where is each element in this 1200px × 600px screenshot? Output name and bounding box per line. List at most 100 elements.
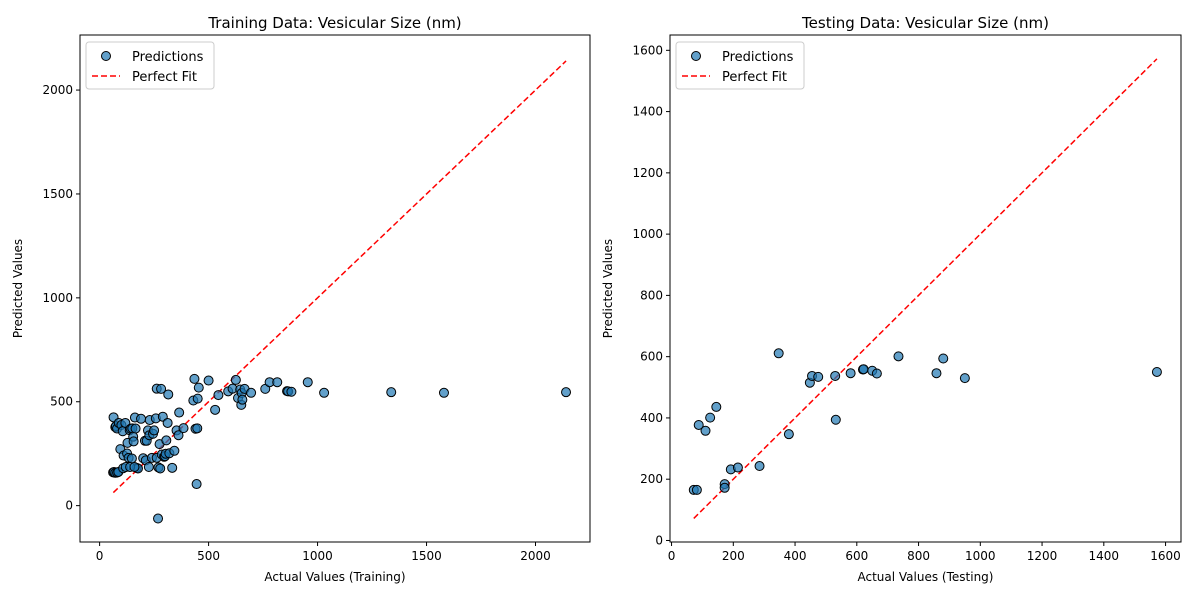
data-point (126, 453, 137, 464)
y-tick-label: 2000 (42, 83, 73, 97)
x-tick-label: 200 (722, 549, 745, 563)
points (688, 348, 1162, 495)
y-tick-label: 600 (640, 350, 663, 364)
data-point (162, 417, 173, 428)
data-point (174, 407, 185, 418)
data-point (561, 387, 572, 398)
data-point (189, 373, 200, 384)
data-point (705, 412, 716, 423)
data-point (732, 462, 743, 473)
x-tick-label: 1000 (302, 549, 333, 563)
data-point (959, 373, 970, 384)
data-point (169, 445, 180, 456)
data-point (931, 368, 942, 379)
legend-label-perfect-fit: Perfect Fit (722, 70, 787, 85)
data-point (156, 383, 167, 394)
data-point (1151, 366, 1162, 377)
y-axis-label: Predicted Values (601, 239, 615, 338)
data-point (155, 463, 166, 474)
data-point (893, 351, 904, 362)
data-point (319, 387, 330, 398)
data-point (130, 423, 141, 434)
y-tick-label: 400 (640, 411, 663, 425)
x-tick-label: 1200 (1027, 549, 1058, 563)
data-point (302, 377, 313, 388)
y-tick-label: 1600 (632, 43, 663, 57)
data-point (193, 382, 204, 393)
data-point (230, 374, 241, 385)
subplot-2: 0 200 400 600 800 1000 1200 1400 1600 0 200 400 600 8… (601, 14, 1182, 584)
data-point (203, 375, 214, 386)
x-axis-label: Actual Values (Training) (264, 570, 405, 584)
chart-title: Testing Data: Vesicular Size (nm) (801, 14, 1049, 32)
y-tick-label: 800 (640, 288, 663, 302)
data-point (845, 368, 856, 379)
perfect-fit-line (693, 58, 1158, 519)
data-point (136, 413, 147, 424)
data-point (813, 371, 824, 382)
x-tick-label: 0 (96, 549, 104, 563)
legend-label-predictions: Predictions (722, 50, 794, 65)
y-tick-label: 1500 (42, 187, 73, 201)
data-point (213, 390, 224, 401)
legend-marker-predictions (691, 51, 701, 61)
y-tick-label: 0 (655, 533, 663, 547)
x-tick-label: 0 (668, 549, 676, 563)
data-point (754, 461, 765, 472)
data-point (438, 387, 449, 398)
data-point (858, 364, 869, 375)
data-point (143, 461, 154, 472)
data-point (719, 482, 730, 493)
data-point (178, 423, 189, 434)
x-axis-label: Actual Values (Testing) (858, 570, 994, 584)
data-point (161, 435, 172, 446)
x-tick-label: 1000 (965, 549, 996, 563)
data-point (191, 479, 202, 490)
data-point (691, 484, 702, 495)
x-tick-label: 400 (784, 549, 807, 563)
data-point (783, 429, 794, 440)
x-tick-label: 500 (197, 549, 220, 563)
y-tick-label: 0 (65, 499, 73, 513)
legend-box (85, 41, 215, 90)
x-tick-label: 600 (845, 549, 868, 563)
data-point (210, 404, 221, 415)
y-tick-label: 1000 (42, 291, 73, 305)
data-point (163, 389, 174, 400)
x-tick-label: 2000 (520, 549, 551, 563)
data-point (386, 387, 397, 398)
data-point (167, 462, 178, 473)
subplot-1: 0 500 1000 1500 2000 0 500 1000 1500 2000 Training… (11, 14, 591, 584)
points (108, 373, 572, 524)
data-point (128, 436, 139, 447)
data-point (272, 377, 283, 388)
legend-label-predictions: Predictions (132, 50, 204, 65)
y-axis-label: Predicted Values (11, 239, 25, 338)
data-point (173, 430, 184, 441)
legend-box (675, 41, 805, 90)
data-point (149, 425, 160, 436)
legend: Predictions Perfect Fit (675, 41, 805, 90)
axes-frame (79, 34, 591, 543)
data-point (693, 419, 704, 430)
legend-marker-predictions (101, 51, 111, 61)
data-point (192, 423, 203, 434)
x-tick-label: 800 (907, 549, 930, 563)
legend-label-perfect-fit: Perfect Fit (132, 70, 197, 85)
x-tick-label: 1600 (1150, 549, 1181, 563)
x-tick-label: 1400 (1089, 549, 1120, 563)
data-point (938, 353, 949, 364)
y-tick-label: 500 (50, 395, 73, 409)
data-point (153, 513, 164, 524)
data-point (711, 401, 722, 412)
y-tick-label: 200 (640, 472, 663, 486)
y-tick-label: 1400 (632, 105, 663, 119)
data-point (871, 368, 882, 379)
y-tick-label: 1200 (632, 166, 663, 180)
data-point (192, 393, 203, 404)
data-point (286, 386, 297, 397)
data-point (830, 414, 841, 425)
data-point (237, 394, 248, 405)
data-point (773, 348, 784, 359)
